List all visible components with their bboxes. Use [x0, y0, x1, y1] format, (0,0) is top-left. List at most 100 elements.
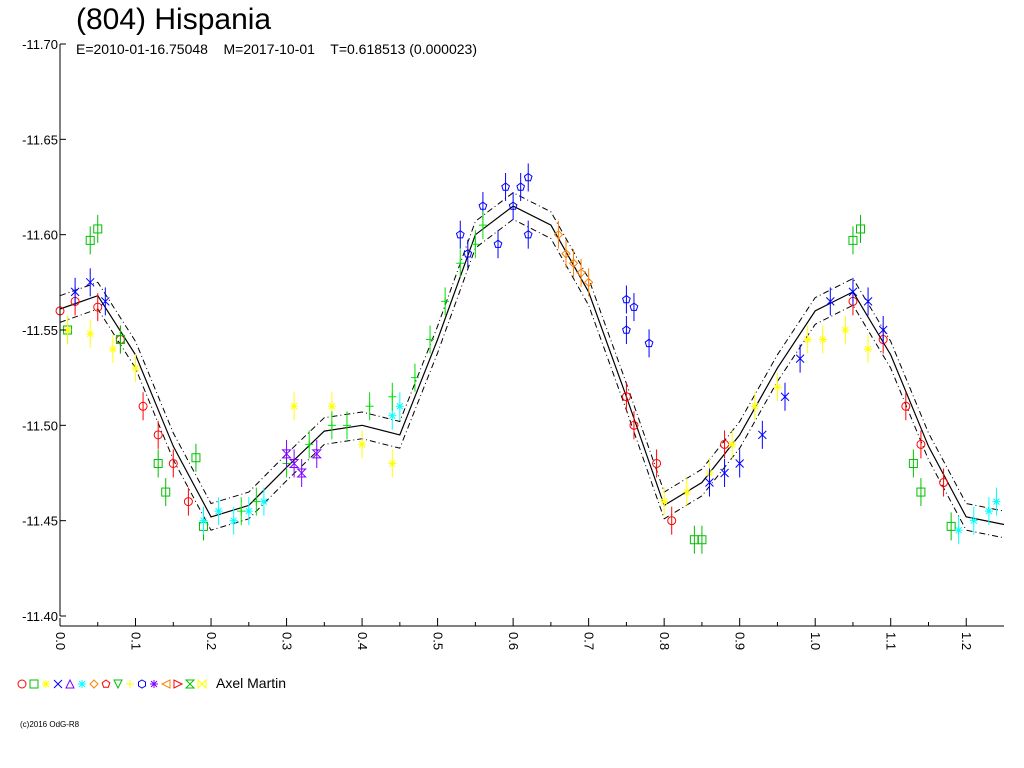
data-point	[441, 297, 450, 306]
data-point	[281, 449, 292, 459]
data-point	[856, 224, 866, 234]
data-point	[85, 235, 95, 245]
x-tick-label: 0.6	[506, 632, 521, 650]
x-tick-label: 0.5	[431, 632, 446, 650]
y-tick-label: -11.45	[22, 514, 58, 529]
data-point	[93, 224, 103, 234]
legend-symbol	[197, 678, 207, 690]
x-tick-label: 0.2	[204, 632, 219, 650]
legend-symbol	[184, 679, 196, 689]
data-point	[757, 430, 767, 440]
data-point	[583, 277, 594, 288]
data-point	[471, 240, 480, 249]
data-point	[410, 373, 419, 382]
chart-title: (804) Hispania	[76, 3, 272, 36]
legend-symbol	[126, 680, 134, 688]
data-point	[720, 468, 729, 478]
data-point	[803, 335, 812, 344]
data-point	[63, 326, 72, 334]
data-point	[568, 258, 579, 268]
data-point	[86, 329, 95, 338]
data-point	[561, 249, 571, 259]
data-point	[553, 229, 564, 240]
data-point	[523, 172, 533, 182]
data-point	[456, 259, 465, 268]
y-tick-label: -11.50	[22, 418, 58, 433]
data-point	[395, 402, 404, 411]
data-point	[237, 507, 246, 516]
data-point	[780, 392, 790, 402]
data-point	[939, 478, 949, 488]
data-point	[863, 297, 873, 306]
data-point	[516, 182, 526, 191]
data-point	[108, 345, 117, 354]
legend-symbol	[65, 678, 75, 689]
data-point	[629, 302, 639, 311]
x-tick-label: 0.1	[129, 632, 144, 650]
fit-curve-group	[59, 192, 1005, 539]
data-point	[311, 449, 322, 459]
data-point	[327, 421, 336, 430]
data-point	[629, 420, 639, 430]
data-point	[365, 402, 374, 411]
data-point	[773, 383, 782, 392]
x-tick-label: 0.4	[355, 632, 370, 650]
legend-symbol	[113, 679, 123, 690]
legend-symbol	[101, 679, 111, 688]
data-point	[728, 440, 737, 449]
data-point	[916, 487, 926, 497]
y-tick-label: -11.65	[22, 132, 58, 147]
data-point	[622, 325, 631, 334]
data-point	[523, 230, 533, 239]
copyright-note: (c)2016 OdG-R8	[20, 720, 80, 729]
legend-symbol	[53, 679, 63, 689]
y-tick-label: -11.70	[22, 37, 58, 52]
data-point	[252, 497, 261, 506]
data-point	[901, 401, 911, 411]
legend-symbol	[173, 679, 184, 689]
data-point	[735, 459, 745, 468]
data-point	[455, 230, 465, 239]
data-point	[288, 458, 300, 468]
legend-symbols	[17, 678, 207, 690]
data-point	[388, 411, 397, 420]
y-tick-label: -11.60	[22, 228, 58, 243]
data-point	[70, 287, 80, 297]
data-point	[946, 521, 956, 531]
y-tick-label: -11.55	[22, 323, 58, 338]
data-point	[138, 401, 148, 411]
data-point	[660, 497, 669, 506]
legend-symbol	[17, 679, 27, 689]
x-tick-label: 0.7	[582, 632, 597, 650]
data-point	[848, 287, 858, 297]
data-point	[191, 453, 201, 463]
fit-curve-upper	[59, 218, 1005, 539]
x-tick-label: 1.0	[808, 632, 823, 650]
legend-symbol	[138, 679, 146, 689]
data-point	[954, 526, 963, 535]
axes: -11.70 -11.65 -11.60 -11.55 -11.50 -11.45 -11.…	[22, 37, 1004, 650]
data-point	[969, 516, 978, 525]
data-point	[916, 439, 926, 449]
data-point	[864, 345, 873, 354]
data-point	[697, 535, 707, 545]
data-point	[501, 182, 510, 191]
data-point	[478, 201, 488, 210]
data-point	[199, 516, 208, 525]
data-point	[100, 297, 110, 306]
data-point	[85, 277, 95, 287]
data-point	[229, 516, 238, 525]
data-point	[463, 249, 473, 258]
data-point	[358, 440, 367, 449]
data-point	[305, 440, 314, 449]
data-point	[652, 458, 662, 468]
legend-symbol	[42, 680, 50, 688]
data-point	[290, 402, 299, 411]
data-point	[795, 354, 805, 363]
data-point	[750, 402, 759, 411]
x-tick-label: 0.3	[280, 632, 295, 650]
data-point	[296, 468, 307, 478]
x-tick-label: 1.1	[884, 632, 899, 650]
data-point	[426, 335, 435, 344]
